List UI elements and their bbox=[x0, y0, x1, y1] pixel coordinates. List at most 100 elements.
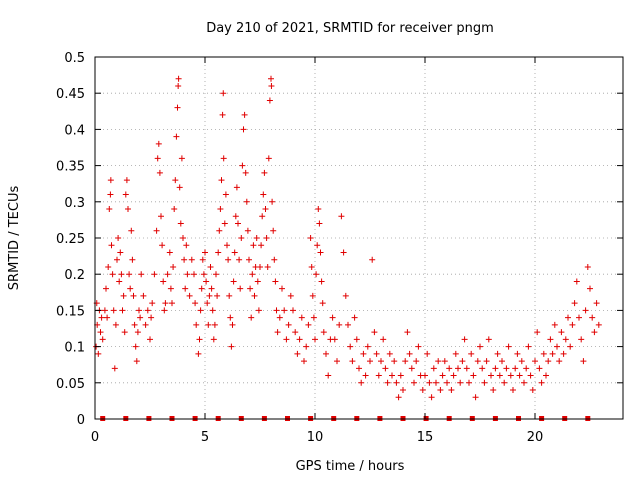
data-point bbox=[203, 278, 210, 285]
data-point bbox=[161, 307, 168, 314]
data-point bbox=[106, 206, 113, 213]
data-point bbox=[258, 242, 265, 249]
y-tick-label: 0.3 bbox=[64, 196, 85, 211]
data-point bbox=[386, 350, 393, 357]
data-point bbox=[171, 206, 178, 213]
data-point bbox=[193, 321, 200, 328]
data-point bbox=[364, 343, 371, 350]
data-point bbox=[338, 213, 345, 220]
data-point bbox=[121, 329, 128, 336]
data-point bbox=[547, 336, 554, 343]
data-point bbox=[216, 227, 223, 234]
data-point bbox=[217, 206, 224, 213]
x-tick-label: 20 bbox=[527, 430, 544, 445]
data-point bbox=[117, 249, 124, 256]
data-point bbox=[481, 379, 488, 386]
data-point bbox=[461, 336, 468, 343]
data-point bbox=[391, 358, 398, 365]
data-point bbox=[206, 292, 213, 299]
data-point bbox=[170, 263, 177, 270]
data-point bbox=[488, 372, 494, 379]
data-point bbox=[296, 336, 303, 343]
x-tick-label: 15 bbox=[417, 430, 434, 445]
data-point bbox=[351, 314, 358, 321]
data-point bbox=[250, 242, 257, 249]
y-tick-label: 0.25 bbox=[56, 232, 85, 247]
data-point bbox=[565, 314, 571, 321]
data-point bbox=[400, 387, 406, 394]
data-point bbox=[283, 336, 290, 343]
data-point bbox=[558, 329, 565, 336]
data-point bbox=[98, 314, 105, 321]
data-point bbox=[222, 191, 229, 198]
data-point bbox=[174, 104, 181, 111]
data-point bbox=[534, 329, 541, 336]
data-point bbox=[129, 256, 136, 263]
data-point bbox=[319, 300, 326, 307]
data-point bbox=[371, 329, 378, 336]
data-point bbox=[177, 220, 184, 227]
data-point bbox=[205, 321, 212, 328]
data-point bbox=[126, 271, 133, 278]
data-point bbox=[173, 133, 180, 140]
data-point bbox=[118, 271, 125, 278]
data-point bbox=[485, 336, 492, 343]
data-points bbox=[93, 75, 602, 401]
data-point bbox=[262, 206, 269, 213]
data-point bbox=[345, 321, 351, 328]
data-point bbox=[213, 271, 219, 278]
data-point bbox=[155, 140, 162, 147]
data-point bbox=[186, 292, 193, 299]
data-point bbox=[266, 97, 273, 104]
data-point bbox=[276, 314, 283, 321]
data-point bbox=[413, 358, 420, 365]
data-point bbox=[105, 263, 112, 270]
data-point bbox=[103, 285, 109, 292]
data-point bbox=[573, 278, 580, 285]
data-point bbox=[243, 198, 250, 205]
data-point bbox=[229, 321, 236, 328]
data-point bbox=[116, 278, 123, 285]
data-point bbox=[317, 249, 324, 256]
data-point bbox=[532, 358, 538, 365]
data-point bbox=[290, 307, 296, 314]
data-point bbox=[148, 314, 155, 321]
data-point bbox=[224, 242, 230, 249]
data-point bbox=[507, 372, 514, 379]
data-point bbox=[439, 372, 446, 379]
data-point bbox=[551, 321, 558, 328]
data-point bbox=[329, 314, 336, 321]
data-point bbox=[314, 242, 321, 249]
data-point bbox=[149, 300, 156, 307]
data-point bbox=[380, 336, 387, 343]
data-point bbox=[249, 271, 256, 278]
data-point bbox=[242, 169, 249, 176]
data-point bbox=[560, 350, 567, 357]
data-point bbox=[298, 314, 305, 321]
data-point bbox=[220, 90, 227, 97]
data-point bbox=[226, 292, 233, 299]
data-point bbox=[525, 343, 532, 350]
data-point bbox=[450, 372, 457, 379]
data-point bbox=[200, 271, 207, 278]
data-point bbox=[232, 213, 239, 220]
data-point bbox=[144, 307, 151, 314]
data-point bbox=[554, 343, 560, 350]
data-point bbox=[123, 177, 130, 184]
data-point bbox=[257, 263, 263, 270]
data-point bbox=[137, 314, 144, 321]
data-point bbox=[331, 336, 338, 343]
data-point bbox=[180, 235, 186, 241]
data-point bbox=[114, 256, 120, 263]
y-tick-label: 0.5 bbox=[64, 51, 85, 66]
data-point bbox=[162, 300, 169, 307]
data-point bbox=[279, 285, 285, 292]
data-point bbox=[556, 358, 563, 365]
x-tick-label: 0 bbox=[91, 430, 99, 445]
data-point bbox=[356, 365, 362, 372]
data-point bbox=[404, 329, 411, 336]
y-tick-label: 0.2 bbox=[64, 268, 85, 283]
data-point bbox=[97, 329, 104, 336]
data-point bbox=[251, 292, 258, 299]
data-point bbox=[254, 278, 261, 285]
